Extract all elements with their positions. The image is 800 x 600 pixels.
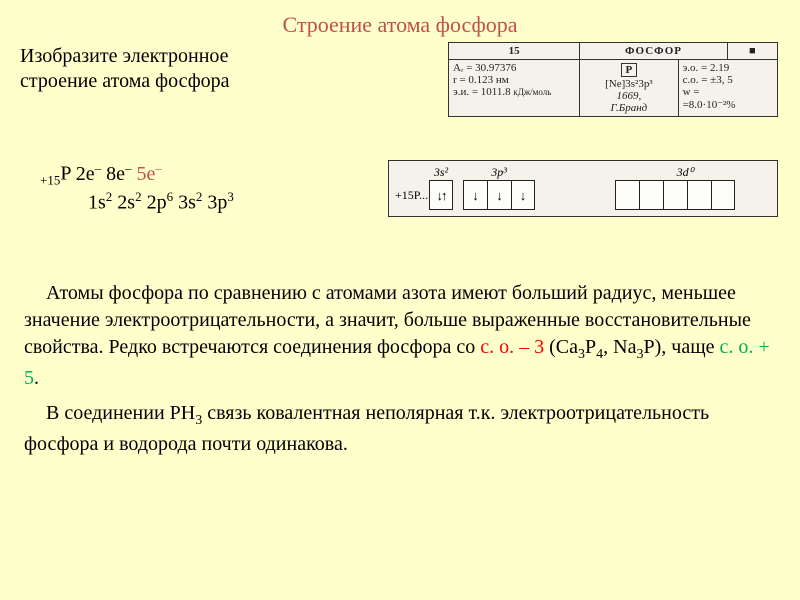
atomic-mass: Aᵣ = 30.97376 [453, 62, 575, 74]
electron-configuration: +15P 2e– 8e– 5e– 1s2 2s2 2p6 3s2 3p3 [40, 160, 234, 214]
orbital-arrow: ↓ [496, 189, 503, 202]
discoverer: Г.Бранд [611, 102, 648, 114]
orbital-label-3d: 3d⁰ [625, 165, 745, 180]
p1-period: . [34, 367, 39, 389]
config-prefix: P [60, 163, 75, 185]
oxidation-states: с.о. = ±3, 5 [683, 74, 773, 86]
element-swatch: ■ [728, 43, 777, 59]
ox-state-red: с. о. – 3 [480, 336, 549, 358]
page-title: Строение атома фосфора [0, 0, 800, 38]
element-name: ФОСФОР [580, 43, 728, 59]
orbital-arrow: ↓ [472, 189, 479, 202]
config-prefix-sub: +15 [40, 173, 60, 188]
paragraph-2: В соединении PH3 связь ковалентная непол… [24, 400, 776, 458]
config-shells: 2e– 8e– [76, 163, 137, 185]
instruction-line-1: Изобразите электронное [20, 45, 229, 67]
orbital-label-3p: 3p³ [463, 165, 535, 180]
orbital-arrow: ↓↑ [437, 189, 446, 202]
config-subshells: 1s2 2s2 2p6 3s2 3p3 [88, 189, 234, 215]
element-symbol: P [621, 63, 638, 77]
paragraph-1: Атомы фосфора по сравнению с атомами азо… [24, 280, 776, 392]
orbital-3p-cells: ↓ ↓ ↓ [463, 180, 535, 210]
body-text: Атомы фосфора по сравнению с атомами азо… [24, 280, 776, 466]
electron-config-short: [Ne]3s²3p³ [584, 78, 673, 90]
instruction-text: Изобразите электронное строение атома фо… [20, 44, 230, 94]
orbital-3d-cells [615, 180, 735, 210]
electronegativity: э.о. = 2.19 [683, 62, 773, 74]
instruction-line-2: строение атома фосфора [20, 70, 230, 92]
p1-text-2: (Ca3P4, Na3P), чаще [549, 336, 719, 358]
ie-unit: кДж/моль [513, 87, 551, 97]
config-shell-highlight: 5e– [137, 163, 162, 185]
abundance-label: w = [683, 86, 773, 98]
atomic-radius: r = 0.123 нм [453, 74, 575, 86]
ionization-energy: э.и. = 1011.8 [453, 86, 511, 98]
orbital-label-3s: 3s² [429, 165, 453, 180]
element-info-card: 15 ФОСФОР ■ Aᵣ = 30.97376 r = 0.123 нм э… [448, 42, 778, 117]
abundance-value: =8.0·10⁻²% [683, 98, 773, 111]
orbital-arrow: ↓ [520, 189, 527, 202]
orbital-3s-cells: ↓↑ [429, 180, 453, 210]
atomic-number: 15 [449, 43, 580, 59]
orbital-prefix: +15P.... [395, 188, 429, 203]
discovery-year: 1669 [617, 90, 639, 102]
orbital-diagram: 3s² 3p³ 3d⁰ +15P.... ↓↑ ↓ ↓ ↓ [388, 160, 778, 217]
